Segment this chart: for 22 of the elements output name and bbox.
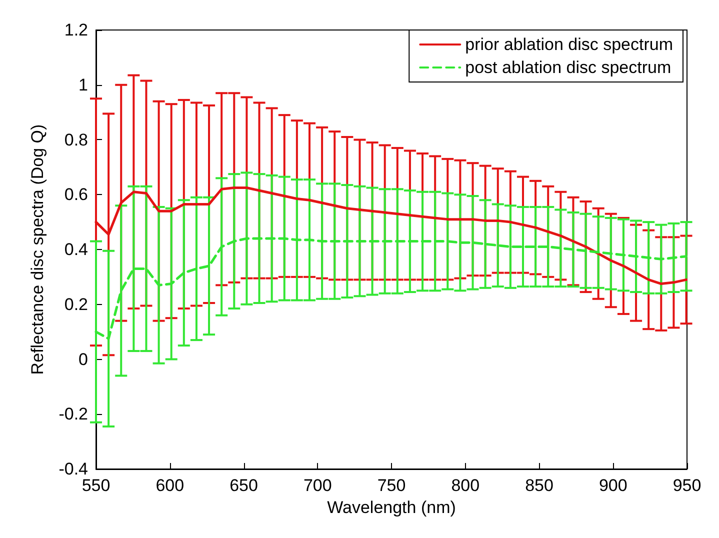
y-tick-label: 0.4	[64, 240, 88, 259]
x-axis-title: Wavelength (nm)	[327, 498, 456, 517]
legend-label: post ablation disc spectrum	[465, 58, 672, 77]
x-tick-label: 650	[230, 476, 258, 495]
legend-label: prior ablation disc spectrum	[465, 35, 674, 54]
y-tick-label: 1	[78, 75, 88, 94]
x-tick-label: 600	[156, 476, 184, 495]
x-tick-label: 800	[451, 476, 480, 495]
x-tick-label: 950	[672, 476, 702, 495]
x-tick-label: 850	[525, 476, 554, 495]
x-tick-label: 900	[598, 476, 628, 495]
y-tick-label: 1.2	[64, 20, 88, 40]
y-tick-label: -0.4	[58, 460, 88, 478]
y-axis-title: Reflectance disc spectra (Dog Q)	[28, 124, 47, 375]
y-tick-label: 0.2	[64, 294, 88, 314]
x-tick-label: 750	[377, 476, 406, 495]
x-tick-label: 550	[82, 476, 110, 495]
y-tick-label: 0.6	[64, 185, 88, 204]
y-tick-label: 0	[78, 350, 88, 369]
x-tick-label: 700	[303, 476, 332, 495]
y-tick-label: 0.8	[64, 130, 88, 150]
y-tick-label: -0.2	[58, 404, 88, 424]
